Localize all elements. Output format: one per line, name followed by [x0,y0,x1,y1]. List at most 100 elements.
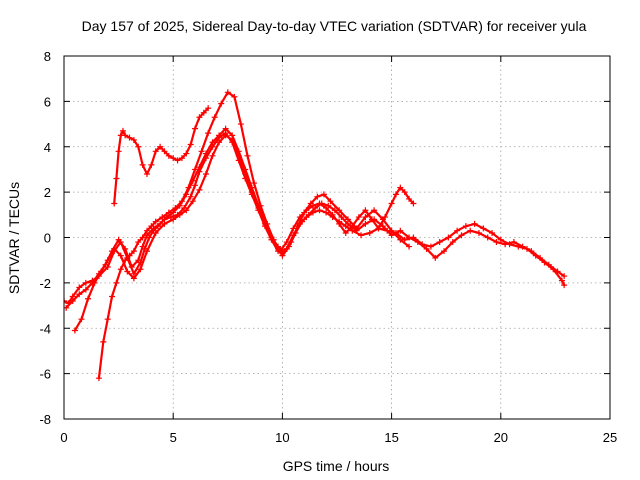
data-point [205,105,212,112]
data-point [165,209,172,216]
data-point [95,375,102,382]
data-point [362,214,369,221]
data-point [454,227,461,234]
data-point [406,195,413,202]
data-point [176,211,183,218]
data-point [368,216,375,223]
data-point [152,148,159,155]
data-point [397,184,404,191]
data-point [235,152,242,159]
data-point [170,155,177,162]
data-point [449,239,456,246]
y-axis-label: SDTVAR / TECUs [6,182,22,294]
data-point [231,93,238,100]
data-point [122,245,129,252]
data-point [91,279,98,286]
data-point [336,220,343,227]
data-point [475,229,482,236]
data-point [414,239,421,246]
data-point [222,125,229,132]
data-point [183,207,190,214]
x-tick-label: 5 [170,430,177,445]
data-point [122,257,129,264]
data-point [558,277,565,284]
data-series [64,89,568,382]
data-point [192,125,199,132]
series-trace [73,134,411,332]
x-tick-labels: 0 5 10 15 20 25 [60,430,617,445]
data-point [100,338,107,345]
y-tick-label: -6 [39,367,51,382]
data-point [489,229,496,236]
data-point [510,239,517,246]
data-point [502,241,509,248]
data-point [165,152,172,159]
chart-title: Day 157 of 2025, Sidereal Day-to-day VTE… [82,18,587,34]
x-axis-label: GPS time / hours [283,458,390,474]
data-point [104,257,111,264]
x-tick-label: 25 [603,430,617,445]
data-point [196,186,203,193]
data-point [224,89,231,96]
data-point [303,207,310,214]
data-point [327,198,334,205]
data-point [82,279,89,286]
data-point [229,136,236,143]
data-point [314,193,321,200]
data-point [172,205,179,212]
data-point [196,114,203,121]
data-point [537,254,544,261]
data-point [397,236,404,243]
data-point [128,263,135,270]
data-point [382,214,389,221]
data-point [76,284,83,291]
data-point [76,291,83,298]
y-tick-labels: -8 -6 -4 -2 0 2 4 6 8 [39,49,51,427]
data-point [143,248,150,255]
data-point [309,202,316,209]
series-track-4 [95,89,417,382]
data-point [170,216,177,223]
data-point [216,139,223,146]
y-tick-label: -2 [39,276,51,291]
data-point [545,261,552,268]
data-point [248,189,255,196]
data-point [157,143,164,150]
data-point [152,229,159,236]
x-tick-label: 20 [494,430,508,445]
data-point [519,243,526,250]
data-point [104,316,111,323]
y-tick-label: -8 [39,412,51,427]
data-point [362,207,369,214]
data-point [392,191,399,198]
x-tick-label: 0 [60,430,67,445]
data-point [257,202,264,209]
data-point [174,157,181,164]
data-point [462,223,469,230]
data-point [196,164,203,171]
data-point [375,225,382,232]
data-point [561,273,568,280]
data-point [283,239,290,246]
data-point [209,152,216,159]
data-point [467,227,474,234]
data-point [130,136,137,143]
data-point [113,175,120,182]
data-point [427,243,434,250]
data-point [561,282,568,289]
data-point [401,189,408,196]
data-point [344,216,351,223]
data-point [148,223,155,230]
data-point [78,316,85,323]
y-tick-label: 6 [44,94,51,109]
data-point [139,161,146,168]
data-point [445,234,452,241]
data-point [187,141,194,148]
data-point [222,132,229,139]
data-point [64,298,67,305]
data-point [406,234,413,241]
data-point [161,220,168,227]
data-point [338,214,345,221]
data-point [126,134,133,141]
